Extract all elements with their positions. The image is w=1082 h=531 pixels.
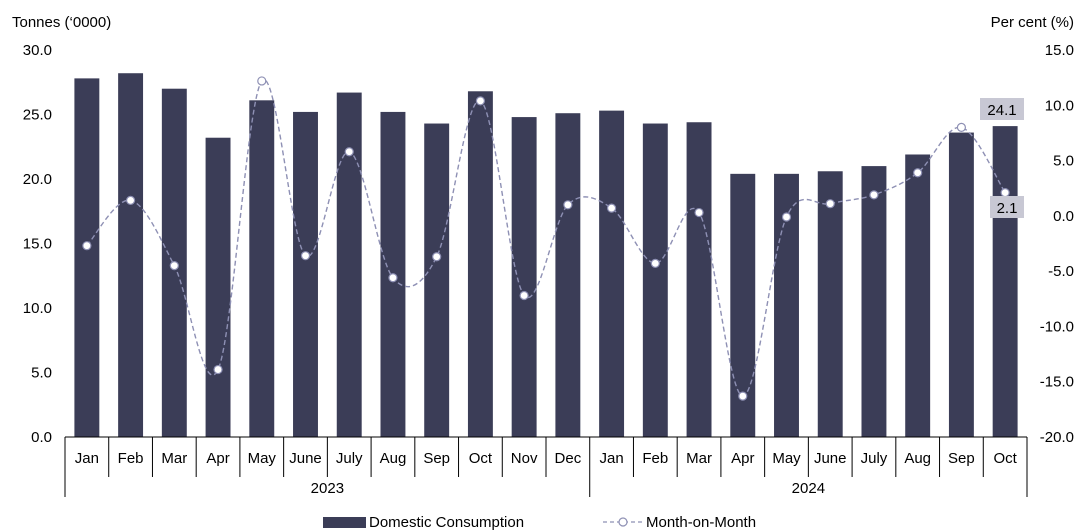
legend-line-label: Month-on-Month — [646, 514, 756, 531]
y-right-tick-label: -15.0 — [1040, 374, 1074, 391]
bar — [424, 123, 450, 437]
bar — [905, 154, 931, 438]
x-category-label: Aug — [904, 450, 931, 467]
mom-point — [519, 290, 529, 301]
x-category-label: Feb — [118, 450, 144, 467]
legend-bar-label: Domestic Consumption — [369, 514, 524, 531]
mom-point — [913, 168, 923, 178]
y-left-axis-title: Tonnes (‘0000) — [12, 14, 111, 31]
mom-point — [300, 251, 311, 261]
y-right-tick-label: -5.0 — [1048, 263, 1074, 280]
line-callout-box — [990, 196, 1024, 218]
x-year-label: 2023 — [311, 480, 344, 497]
x-year-label: 2024 — [792, 480, 825, 497]
y-right-tick-label: 15.0 — [1045, 42, 1074, 59]
x-category-label: May — [248, 450, 277, 467]
mom-point — [825, 199, 835, 209]
bar-callout-box — [980, 98, 1024, 120]
y-left-tick-label: 10.0 — [23, 300, 52, 317]
bars — [74, 73, 1018, 438]
bar — [205, 137, 231, 437]
mom-point — [694, 207, 704, 218]
bar — [249, 100, 275, 437]
bar — [599, 110, 625, 437]
mom-point — [563, 200, 573, 210]
bar — [992, 126, 1018, 438]
legend-line-marker — [618, 517, 628, 527]
x-category-label: Mar — [686, 450, 712, 467]
y-left-tick-labels: 0.0 5.0 10.0 15.0 20.0 25.0 30.0 — [23, 42, 52, 446]
line-series — [82, 76, 1010, 401]
mom-point — [956, 122, 967, 133]
x-category-label: Oct — [469, 450, 493, 467]
x-category-label: June — [814, 450, 847, 467]
mom-point — [388, 273, 398, 283]
x-category-label: Feb — [642, 450, 668, 467]
mom-point — [344, 147, 354, 157]
y-right-tick-label: -10.0 — [1040, 318, 1074, 335]
mom-point — [475, 96, 486, 106]
x-category-label: Aug — [380, 450, 407, 467]
y-right-tick-label: 10.0 — [1045, 97, 1074, 114]
x-category-label: Oct — [993, 450, 1017, 467]
x-category-label: Apr — [731, 450, 754, 467]
x-category-label: July — [861, 450, 888, 467]
bar — [74, 78, 100, 437]
x-category-label: Apr — [206, 450, 229, 467]
bar — [293, 111, 318, 438]
x-category-label: Dec — [555, 450, 582, 467]
mom-point — [650, 258, 660, 269]
y-left-tick-label: 5.0 — [31, 365, 52, 382]
bar — [686, 122, 712, 438]
y-left-tick-label: 20.0 — [23, 171, 52, 188]
mom-point — [606, 203, 617, 213]
mom-point — [432, 252, 442, 262]
line-callout: 2.1 — [990, 196, 1024, 218]
y-left-tick-label: 30.0 — [23, 42, 52, 59]
y-right-tick-labels: -20.0 -15.0 -10.0 -5.0 0.0 5.0 10.0 15.0 — [1040, 42, 1074, 446]
x-axis: Jan Feb Mar Apr May June July Aug Sep Oct Nov Dec Ja… — [64, 436, 1028, 497]
mom-point — [82, 241, 92, 251]
mom-point — [1000, 188, 1010, 198]
y-left-tick-label: 15.0 — [23, 236, 52, 253]
y-right-tick-label: -20.0 — [1040, 429, 1074, 446]
mom-point — [869, 190, 879, 200]
bar — [861, 166, 887, 437]
x-category-label: Sep — [948, 450, 975, 467]
bar — [642, 123, 668, 437]
mom-line — [86, 78, 1006, 397]
legend: Domestic Consumption Month-on-Month — [323, 514, 756, 531]
bar — [948, 132, 974, 437]
mom-point — [213, 364, 223, 375]
x-category-label: June — [289, 450, 322, 467]
mom-point — [781, 212, 792, 222]
bar — [118, 73, 144, 437]
bar — [336, 92, 362, 437]
line-callout-label: 2.1 — [997, 200, 1018, 217]
y-right-tick-label: 5.0 — [1053, 153, 1074, 170]
y-right-axis-title: Per cent (%) — [991, 14, 1074, 31]
x-category-label: May — [772, 450, 801, 467]
y-left-tick-label: 25.0 — [23, 107, 52, 124]
x-category-label: Jan — [599, 450, 623, 467]
bar-callout-label: 24.1 — [987, 102, 1016, 119]
x-category-label: Nov — [511, 450, 538, 467]
x-category-label: July — [336, 450, 363, 467]
bar-callout: 24.1 — [980, 98, 1024, 120]
mom-point — [169, 261, 179, 271]
legend-bar-swatch — [323, 517, 366, 528]
bar — [467, 91, 493, 437]
y-left-tick-label: 0.0 — [31, 429, 52, 446]
x-category-label: Mar — [161, 450, 187, 467]
x-category-label: Jan — [75, 450, 99, 467]
mom-point — [257, 76, 267, 86]
mom-point — [738, 391, 748, 401]
bar — [555, 113, 581, 438]
mom-point — [125, 195, 136, 205]
bar — [511, 117, 537, 437]
x-category-label: Sep — [423, 450, 450, 467]
y-right-tick-label: 0.0 — [1053, 208, 1074, 225]
bar — [817, 171, 843, 437]
